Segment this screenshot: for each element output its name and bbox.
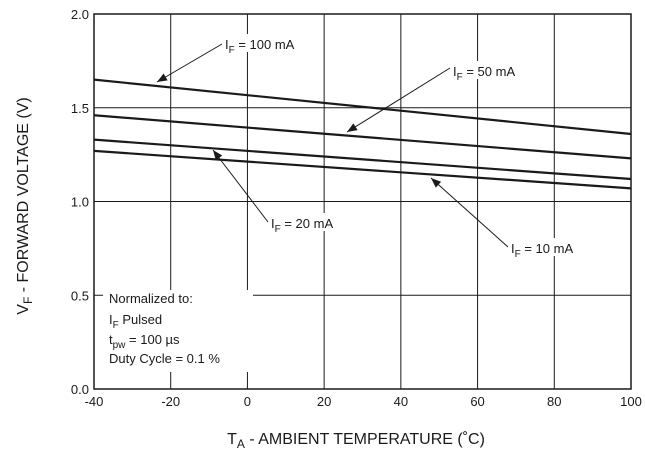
y-tick-labels: 0.0 0.5 1.0 1.5 2.0 bbox=[71, 7, 89, 397]
svg-text:IF = 50 mA: IF = 50 mA bbox=[453, 64, 515, 83]
series-line-2 bbox=[93, 138, 632, 181]
x-tick-label: 100 bbox=[620, 394, 642, 409]
plot-frame bbox=[93, 13, 632, 390]
arrow-head-3 bbox=[431, 178, 442, 188]
arrow-head-2 bbox=[213, 150, 223, 161]
y-tick-label: 0.0 bbox=[71, 382, 89, 397]
label-if-100ma: IF = 100 mA bbox=[222, 34, 308, 56]
arrow-line-1 bbox=[346, 67, 451, 133]
x-tick-label: 40 bbox=[394, 394, 408, 409]
svg-text:IF = 10 mA: IF = 10 mA bbox=[511, 241, 573, 260]
label-if-20ma: IF = 20 mA bbox=[268, 213, 350, 235]
note-line-4: Duty Cycle = 0.1 % bbox=[109, 351, 220, 366]
arrow-head-1 bbox=[347, 123, 358, 132]
label-if-50ma: IF = 50 mA bbox=[450, 61, 530, 83]
label-if-10ma: IF = 10 mA bbox=[508, 238, 590, 260]
y-tick-label: 2.0 bbox=[71, 7, 89, 22]
note-line-2: IF Pulsed bbox=[109, 312, 162, 331]
x-tick-label: 60 bbox=[470, 394, 484, 409]
svg-text:IF = 20 mA: IF = 20 mA bbox=[271, 216, 333, 235]
arrow-line-2 bbox=[212, 149, 269, 223]
normalization-note: Normalized to: IF Pulsed tpw = 100 µs Du… bbox=[103, 290, 253, 372]
arrow-line-0 bbox=[156, 43, 223, 83]
y-tick-label: 0.5 bbox=[71, 288, 89, 303]
label-arrows bbox=[156, 43, 509, 248]
x-tick-label: 80 bbox=[547, 394, 561, 409]
series-line-1 bbox=[93, 114, 632, 160]
arrow-head-0 bbox=[157, 73, 168, 82]
svg-text:IF = 100 mA: IF = 100 mA bbox=[225, 37, 295, 56]
arrow-line-3 bbox=[430, 177, 509, 248]
series-lines bbox=[93, 78, 632, 190]
series-labels: IF = 100 mA IF = 50 mA IF = 20 mA IF = 1… bbox=[222, 34, 590, 260]
y-axis-title: VF - FORWARD VOLTAGE (V) bbox=[15, 97, 35, 314]
series-line-3 bbox=[93, 149, 632, 190]
x-tick-label: 20 bbox=[317, 394, 331, 409]
x-tick-label: -20 bbox=[161, 394, 180, 409]
x-axis-title: TA - AMBIENT TEMPERATURE (˚C) bbox=[227, 431, 485, 451]
note-background bbox=[103, 290, 253, 372]
y-tick-label: 1.0 bbox=[71, 195, 89, 210]
x-tick-label: 0 bbox=[244, 394, 251, 409]
note-line-1: Normalized to: bbox=[109, 291, 193, 306]
x-tick-label: -40 bbox=[85, 394, 104, 409]
y-tick-label: 1.5 bbox=[71, 101, 89, 116]
note-line-3: tpw = 100 µs bbox=[109, 332, 180, 351]
x-tick-labels: -40 -20 0 20 40 60 80 100 bbox=[85, 394, 642, 409]
series-line-0 bbox=[93, 78, 632, 136]
